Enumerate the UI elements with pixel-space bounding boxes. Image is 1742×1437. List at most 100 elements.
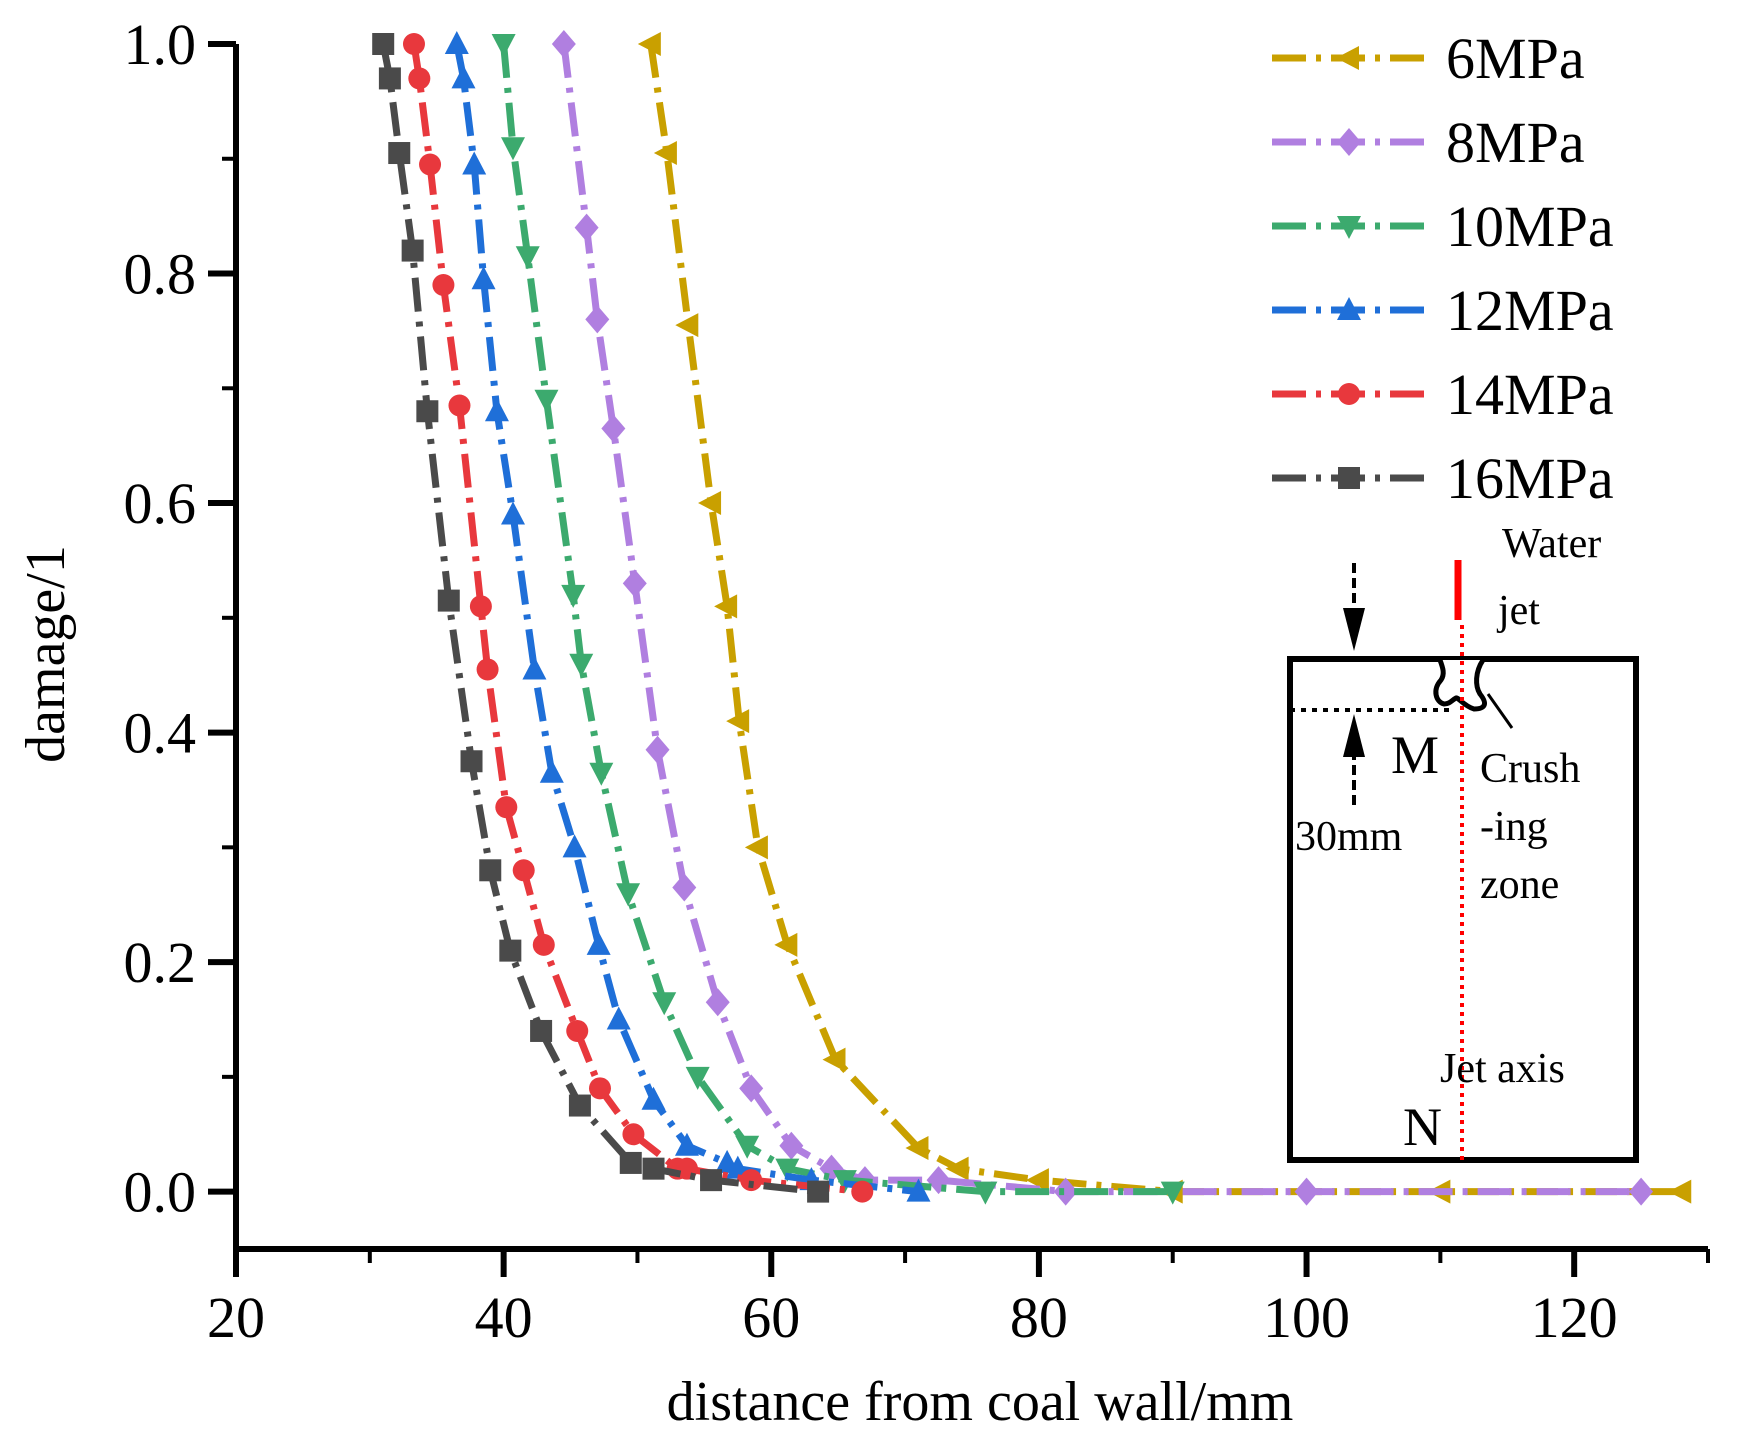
data-point-6MPa [698, 491, 722, 516]
data-point-8MPa [1629, 1177, 1654, 1206]
data-point-16MPa [479, 859, 502, 882]
data-point-12MPa [906, 1178, 931, 1202]
series-16MPa [372, 33, 830, 1203]
data-point-14MPa [432, 274, 455, 296]
series-8MPa [551, 30, 1654, 1206]
data-point-10MPa [589, 762, 614, 786]
data-point-14MPa [469, 595, 492, 618]
data-point-16MPa [460, 750, 483, 773]
inset-diagram: Water jet M 30mm Crush -ing zone Jet axi… [1287, 521, 1639, 1163]
data-point-8MPa [672, 873, 697, 902]
up-arrow-head-icon [1343, 714, 1365, 757]
data-point-12MPa [484, 398, 509, 422]
data-point-6MPa [744, 835, 768, 860]
data-point-14MPa [495, 796, 518, 819]
data-point-10MPa [501, 137, 526, 161]
data-point-6MPa [1025, 1168, 1049, 1193]
x-tick-label: 80 [1010, 1285, 1068, 1350]
data-point-16MPa [401, 239, 424, 262]
data-point-12MPa [462, 151, 487, 175]
data-point-16MPa [378, 67, 401, 90]
legend-item-14MPa: 14MPa [1272, 362, 1614, 427]
data-point-12MPa [444, 31, 469, 54]
data-point-14MPa [740, 1169, 763, 1192]
data-point-8MPa [645, 735, 670, 764]
legend-marker [1337, 297, 1361, 320]
legend-label: 8MPa [1446, 110, 1585, 175]
data-point-8MPa [551, 30, 576, 58]
data-point-16MPa [499, 939, 522, 962]
data-point-10MPa [491, 34, 516, 57]
water-label: Water [1502, 521, 1601, 567]
axes [233, 44, 1708, 1252]
data-point-14MPa [566, 1019, 589, 1042]
depth-label: 30mm [1295, 814, 1403, 860]
x-axis-title: distance from coal wall/mm [667, 1371, 1294, 1433]
data-point-14MPa [419, 153, 442, 176]
series-12MPa [444, 31, 931, 1202]
data-point-14MPa [588, 1077, 611, 1100]
series-layer [372, 30, 1692, 1206]
data-point-10MPa [685, 1066, 710, 1090]
legend-label: 16MPa [1446, 446, 1614, 511]
legend-label: 6MPa [1446, 26, 1585, 91]
legend-label: 10MPa [1446, 194, 1614, 259]
x-tick-label: 60 [742, 1285, 800, 1350]
legend: 6MPa 8MPa 10MPa 12MPa 14MPa 16MPa [1272, 26, 1614, 511]
data-point-12MPa [451, 65, 476, 89]
series-6MPa [637, 32, 1692, 1204]
data-point-10MPa [569, 653, 594, 677]
crush-label-3: zone [1480, 862, 1559, 908]
data-point-14MPa [851, 1180, 874, 1203]
legend-marker [1337, 216, 1361, 239]
m-label: M [1391, 725, 1439, 785]
legend-item-16MPa: 16MPa [1272, 446, 1614, 511]
data-point-8MPa [1294, 1177, 1319, 1206]
data-point-12MPa [539, 759, 564, 783]
data-point-8MPa [779, 1131, 804, 1160]
data-point-12MPa [471, 266, 496, 290]
jet-label: jet [1496, 588, 1540, 634]
data-point-12MPa [606, 1006, 631, 1030]
data-point-16MPa [700, 1169, 723, 1192]
data-point-16MPa [530, 1019, 553, 1042]
data-point-10MPa [515, 246, 540, 270]
data-point-16MPa [388, 142, 411, 165]
data-point-16MPa [416, 400, 439, 423]
data-point-10MPa [616, 883, 641, 907]
data-point-14MPa [402, 33, 425, 55]
data-point-14MPa [476, 658, 499, 681]
data-point-6MPa [774, 932, 798, 957]
data-point-6MPa [945, 1156, 969, 1181]
tick-labels: 0.0 0.2 0.4 0.6 0.8 1.0 20 40 60 80 100 120 [124, 12, 1618, 1350]
legend-item-12MPa: 12MPa [1272, 278, 1614, 343]
y-tick-label: 0.6 [124, 471, 197, 536]
legend-item-6MPa: 6MPa [1272, 26, 1585, 91]
jet-axis-label: Jet axis [1440, 1046, 1565, 1092]
n-label: N [1403, 1097, 1442, 1157]
series-line-10MPa [500, 43, 1173, 1196]
data-point-12MPa [522, 656, 547, 680]
data-point-16MPa [372, 33, 395, 55]
data-point-10MPa [735, 1135, 760, 1159]
data-point-14MPa [622, 1123, 645, 1146]
data-point-12MPa [501, 501, 526, 525]
legend-label: 14MPa [1446, 362, 1614, 427]
data-point-14MPa [512, 859, 535, 882]
data-point-6MPa [822, 1047, 846, 1072]
x-tick-label: 100 [1263, 1285, 1350, 1350]
data-point-12MPa [586, 931, 611, 955]
data-point-6MPa [714, 594, 738, 619]
data-point-8MPa [585, 305, 610, 334]
data-point-16MPa [642, 1157, 665, 1180]
legend-item-8MPa: 8MPa [1272, 110, 1585, 175]
data-point-14MPa [408, 67, 431, 90]
legend-marker [1338, 467, 1360, 489]
down-arrow-head-icon [1343, 608, 1365, 651]
data-point-10MPa [973, 1181, 998, 1205]
crushing-cavity [1433, 658, 1487, 712]
data-point-6MPa [905, 1136, 929, 1161]
series-14MPa [402, 33, 874, 1203]
y-tick-label: 0.8 [124, 242, 197, 307]
